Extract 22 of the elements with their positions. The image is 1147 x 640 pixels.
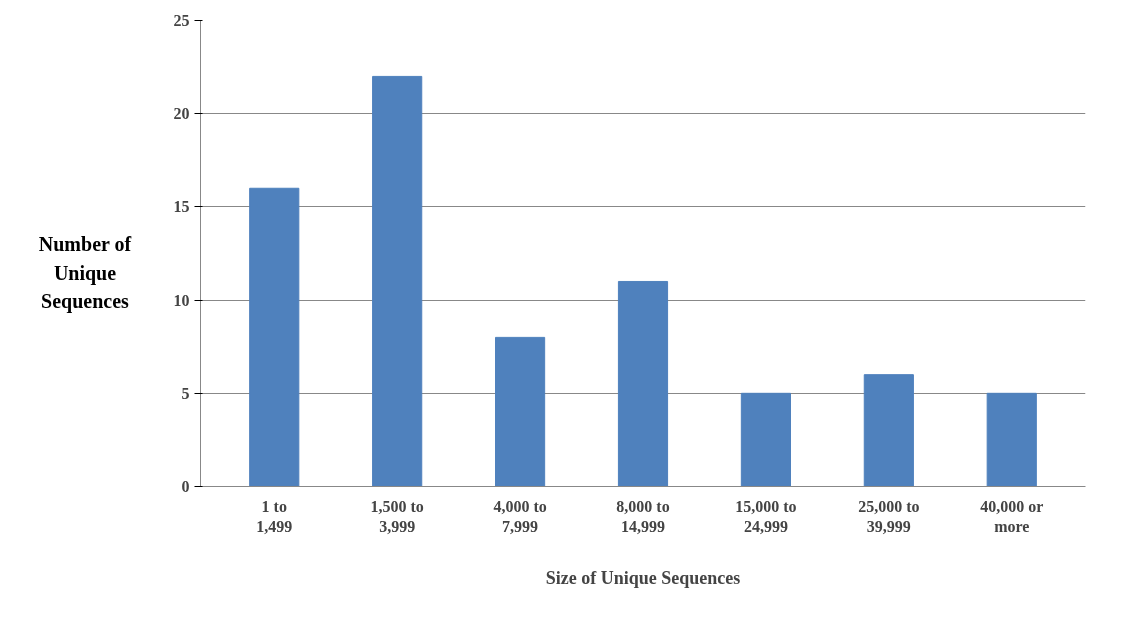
y-tick-label: 0 [181,478,190,495]
bar [740,392,791,487]
x-tick-label: 1 to 1,499 [256,497,293,535]
x-axis-title: Size of Unique Sequences [545,567,741,588]
bar [372,75,423,487]
bar [863,374,914,487]
x-tick-label: 1,500 to 3,999 [370,497,424,535]
y-tick-label: 5 [181,384,190,402]
bar [249,187,300,487]
x-tick-label: 4,000 to 7,999 [493,497,547,535]
y-tick-label: 10 [173,291,190,309]
y-tick-label: 25 [173,12,190,29]
bar [986,392,1037,487]
y-tick-label: 20 [173,105,190,123]
x-tick-label: 40,000 or more [980,497,1044,535]
y-tick-label: 15 [173,198,190,216]
x-tick-label: 15,000 to 24,999 [735,497,797,535]
bar [495,336,546,487]
y-axis-title: Number of Unique Sequences [38,232,132,315]
bar [617,280,669,487]
x-tick-label: 25,000 to 39,999 [858,497,920,535]
x-tick-label: 8,000 to 14,999 [616,497,670,535]
